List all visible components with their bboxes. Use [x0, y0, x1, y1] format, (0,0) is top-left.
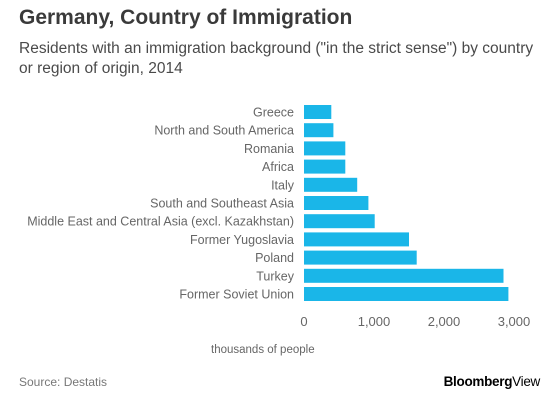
- category-label: Former Soviet Union: [179, 288, 294, 302]
- bar: [304, 196, 369, 210]
- chart-title: Germany, Country of Immigration: [19, 6, 353, 29]
- category-label: South and Southeast Asia: [150, 197, 294, 211]
- bar: [304, 159, 346, 174]
- bar: [304, 287, 509, 301]
- source-note: Source: Destatis: [19, 375, 108, 389]
- bar: [304, 177, 358, 192]
- chart-subtitle: Residents with an immigration background…: [19, 40, 534, 77]
- category-labels: Greece North and South America Romania Afri…: [27, 106, 295, 302]
- bar: [304, 123, 334, 138]
- bar: [304, 250, 417, 265]
- x-tick-label: 0: [300, 314, 307, 329]
- category-label: Former Yugoslavia: [190, 233, 294, 247]
- category-label: Italy: [271, 178, 295, 192]
- bar: [304, 141, 346, 156]
- x-axis-title: thousands of people: [211, 344, 315, 356]
- category-label: Turkey: [256, 269, 294, 283]
- bar: [304, 232, 409, 247]
- brand-regular: View: [512, 374, 540, 389]
- brand-bold: Bloomberg: [443, 374, 513, 389]
- category-label: Romania: [244, 142, 294, 156]
- x-tick-label: 2,000: [428, 314, 461, 329]
- x-tick-label: 1,000: [358, 314, 391, 329]
- bar: [304, 268, 504, 283]
- category-label: North and South America: [154, 124, 294, 138]
- category-label: Africa: [262, 160, 294, 174]
- bar: [304, 105, 332, 119]
- category-label: Greece: [253, 106, 294, 120]
- brand-logo: BloombergView: [443, 374, 541, 389]
- x-tick-label: 3,000: [498, 314, 531, 329]
- category-label: Poland: [255, 251, 294, 265]
- bars-group: [304, 105, 509, 301]
- bar: [304, 214, 375, 229]
- category-label: Middle East and Central Asia (excl. Kaza…: [27, 215, 294, 229]
- x-tick-labels: 0 1,000 2,000 3,000: [300, 314, 530, 329]
